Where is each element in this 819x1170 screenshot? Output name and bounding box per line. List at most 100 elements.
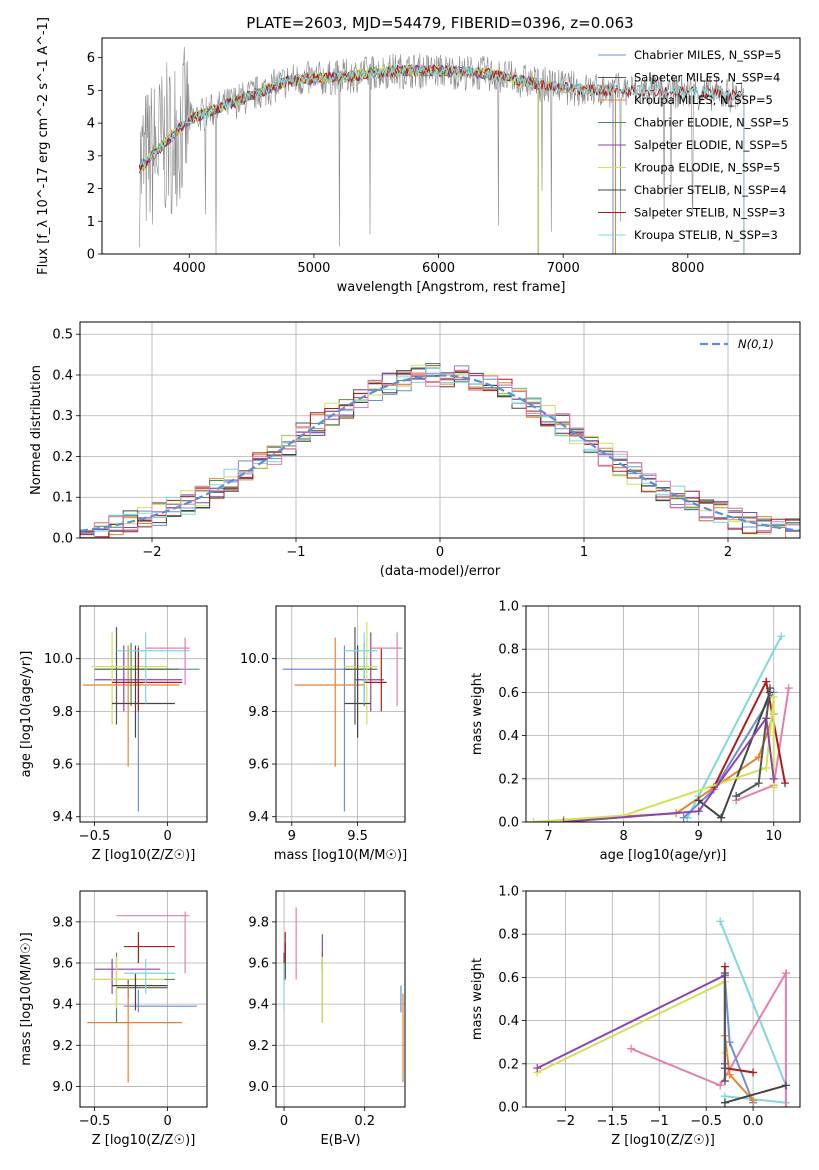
- axes-frame: [525, 890, 801, 1108]
- x-axis-label: (data-model)/error: [380, 564, 501, 579]
- y-axis-label: mass weight: [470, 958, 485, 1040]
- x-tick-label: 6000: [422, 261, 455, 276]
- weight-marker: [720, 1098, 729, 1107]
- panel-mass_vs_ebv: 0 0.2 9.0 9.2 9.4 9.6 9.8 E(B-V): [248, 890, 406, 1148]
- x-tick-label: 9.5: [347, 829, 368, 844]
- weight-marker: [529, 818, 538, 822]
- y-tick-label: 0: [87, 248, 95, 263]
- weight-marker: [769, 774, 778, 783]
- x-tick-label: 4000: [173, 261, 206, 276]
- weight-marker: [762, 764, 771, 772]
- weight-marker: [717, 813, 726, 822]
- errorbar-point: [94, 958, 161, 994]
- x-axis-label: wavelength [Angstrom, rest frame]: [337, 280, 566, 295]
- x-axis-label: mass [log10(M/M☉)]: [274, 848, 407, 863]
- y-tick-label: 0.4: [498, 729, 519, 744]
- residual-histogram: [80, 369, 800, 538]
- weight-lines: [533, 917, 790, 1107]
- gaussian-curve: [80, 374, 800, 532]
- y-tick-label: 0.2: [52, 450, 73, 465]
- x-tick-label: 0: [163, 829, 171, 844]
- axes-frame: [275, 890, 406, 1108]
- errorbar-point: [91, 956, 165, 1009]
- y-axis-label: mass [log10(M/M☉)]: [19, 932, 34, 1065]
- errorbar-point: [145, 637, 190, 686]
- weight-marker: [725, 1038, 734, 1047]
- errorbar-point: [94, 642, 180, 707]
- errorbar-point: [294, 637, 365, 767]
- errorbar-point: [282, 645, 374, 812]
- weight-marker: [694, 807, 703, 816]
- weight-marker: [559, 818, 568, 822]
- x-tick-label: −2: [142, 545, 161, 560]
- errorbar-point: [112, 645, 175, 738]
- errorbars: [282, 621, 403, 812]
- errorbar-point: [116, 632, 190, 704]
- axes-frame: [79, 605, 208, 823]
- y-tick-label: 9.6: [52, 957, 73, 972]
- y-tick-label: 9.4: [52, 810, 73, 825]
- weight-marker: [627, 1044, 636, 1053]
- y-tick-label: 9.8: [52, 705, 73, 720]
- weight-marker: [769, 783, 778, 792]
- y-tick-label: 0.0: [52, 532, 73, 547]
- errorbar-point: [123, 932, 175, 963]
- y-tick-label: 9.0: [52, 1080, 73, 1095]
- weight-series: [724, 1084, 787, 1104]
- y-tick-label: 6: [87, 51, 95, 66]
- x-axis-label: age [log10(age/yr)]: [600, 848, 727, 863]
- x-tick-label: 5000: [297, 261, 330, 276]
- x-tick-label: 0.2: [354, 1114, 375, 1129]
- y-tick-label: 10.0: [240, 652, 269, 667]
- weight-marker: [749, 1068, 758, 1077]
- y-tick-label: 0.4: [498, 1014, 519, 1029]
- y-tick-label: 0.0: [498, 816, 519, 831]
- weight-marker: [694, 796, 703, 805]
- x-tick-label: 7: [544, 829, 552, 844]
- y-tick-label: 0.4: [52, 368, 73, 383]
- panel-residuals: −2 −1 0 1 2 0.0 0.1 0.2 0.3 0.4 0.5 (data-model)/er…: [29, 321, 801, 579]
- errorbar-point: [344, 632, 378, 704]
- legend-label: Salpeter ELODIE, N_SSP=5: [634, 138, 788, 152]
- y-tick-label: 0.2: [498, 1057, 519, 1072]
- x-tick-label: −1: [650, 1114, 669, 1129]
- errorbar-point: [344, 627, 374, 725]
- x-tick-label: −2: [556, 1114, 575, 1129]
- y-tick-label: 2: [87, 182, 95, 197]
- y-tick-label: 0.6: [498, 686, 519, 701]
- x-tick-label: 8: [619, 829, 627, 844]
- y-tick-label: 0.0: [498, 1101, 519, 1116]
- legend-label: Kroupa ELODIE, N_SSP=5: [634, 161, 780, 175]
- x-tick-label: 8000: [671, 261, 704, 276]
- weight-marker: [781, 969, 790, 978]
- errorbars: [82, 627, 200, 812]
- errorbar-point: [112, 627, 171, 725]
- weight-marker: [533, 1064, 542, 1073]
- y-tick-label: 9.4: [248, 810, 269, 825]
- weight-marker: [725, 1070, 734, 1079]
- x-tick-label: 1: [580, 545, 588, 560]
- legend-label: Salpeter STELIB, N_SSP=3: [634, 206, 785, 220]
- legend-label: Kroupa MILES, N_SSP=5: [634, 93, 773, 107]
- weight-marker: [716, 1081, 725, 1090]
- weight-marker: [749, 1096, 758, 1105]
- y-tick-label: 10.0: [44, 652, 73, 667]
- x-tick-label: 9: [288, 829, 296, 844]
- weight-marker: [732, 792, 741, 801]
- errorbar-point: [370, 632, 403, 707]
- x-tick-label: −0.5: [79, 829, 111, 844]
- x-tick-label: 0.0: [743, 1114, 764, 1129]
- weight-marker: [780, 779, 789, 788]
- errorbars: [87, 911, 197, 1083]
- panel-mass_vs_Z: −0.5 0 9.0 9.2 9.4 9.6 9.8 Z [log10(Z/Z☉)] mass …: [19, 890, 208, 1148]
- y-tick-label: 5: [87, 84, 95, 99]
- x-tick-label: −0.5: [79, 1114, 111, 1129]
- y-tick-label: 0.1: [52, 491, 73, 506]
- y-tick-label: 0.8: [498, 643, 519, 658]
- errorbar-point: [112, 973, 168, 1011]
- y-tick-label: 9.4: [248, 998, 269, 1013]
- y-tick-label: 0.8: [498, 928, 519, 943]
- x-axis-label: E(B-V): [320, 1133, 360, 1148]
- weight-marker: [720, 969, 729, 978]
